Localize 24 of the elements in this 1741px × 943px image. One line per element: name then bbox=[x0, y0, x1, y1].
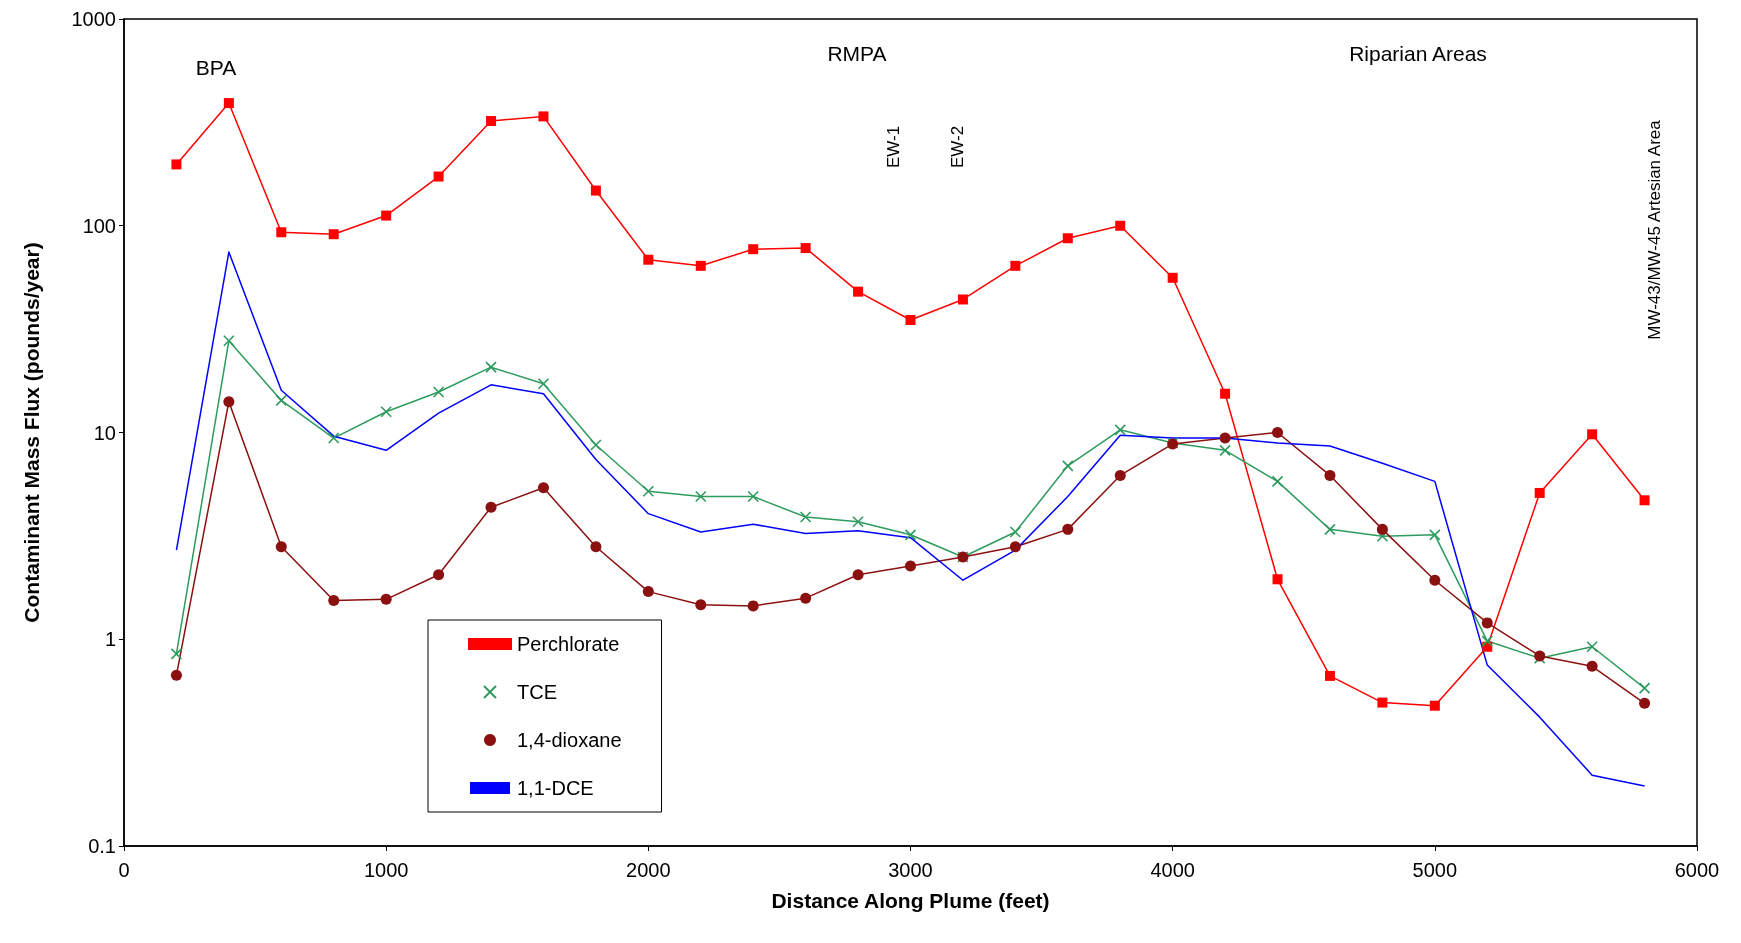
x-tick-label: 3000 bbox=[888, 859, 933, 881]
y-tick-label: 1 bbox=[104, 628, 116, 651]
y-tick-label: 1000 bbox=[71, 8, 116, 30]
annotation: RMPA bbox=[827, 41, 887, 65]
annotation: Riparian Areas bbox=[1349, 41, 1487, 65]
x-axis-title: Distance Along Plume (feet) bbox=[771, 889, 1050, 912]
legend-label: TCE bbox=[517, 681, 557, 703]
annotation: EW-1 bbox=[883, 125, 903, 169]
annotation: EW-2 bbox=[947, 125, 967, 169]
y-axis-title: Contaminant Mass Flux (pounds/year) bbox=[20, 242, 43, 623]
legend-label: 1,4-dioxane bbox=[517, 729, 622, 751]
annotation: BPA bbox=[195, 55, 237, 79]
x-tick-label: 2000 bbox=[626, 859, 671, 881]
annotation: MW-43/MW-45 Artesian Area bbox=[1644, 119, 1664, 340]
x-tick-label: 0 bbox=[118, 859, 130, 881]
x-tick-label: 6000 bbox=[1674, 859, 1720, 881]
y-tick-label: 10 bbox=[93, 421, 116, 444]
x-tick-label: 5000 bbox=[1412, 859, 1458, 881]
legend-label: 1,1-DCE bbox=[517, 777, 594, 799]
x-tick-label: 1000 bbox=[363, 859, 409, 881]
legend-label: Perchlorate bbox=[517, 633, 620, 655]
y-tick-label: 0.1 bbox=[88, 835, 116, 857]
y-tick-label: 100 bbox=[82, 214, 116, 237]
x-tick-label: 4000 bbox=[1150, 859, 1195, 881]
